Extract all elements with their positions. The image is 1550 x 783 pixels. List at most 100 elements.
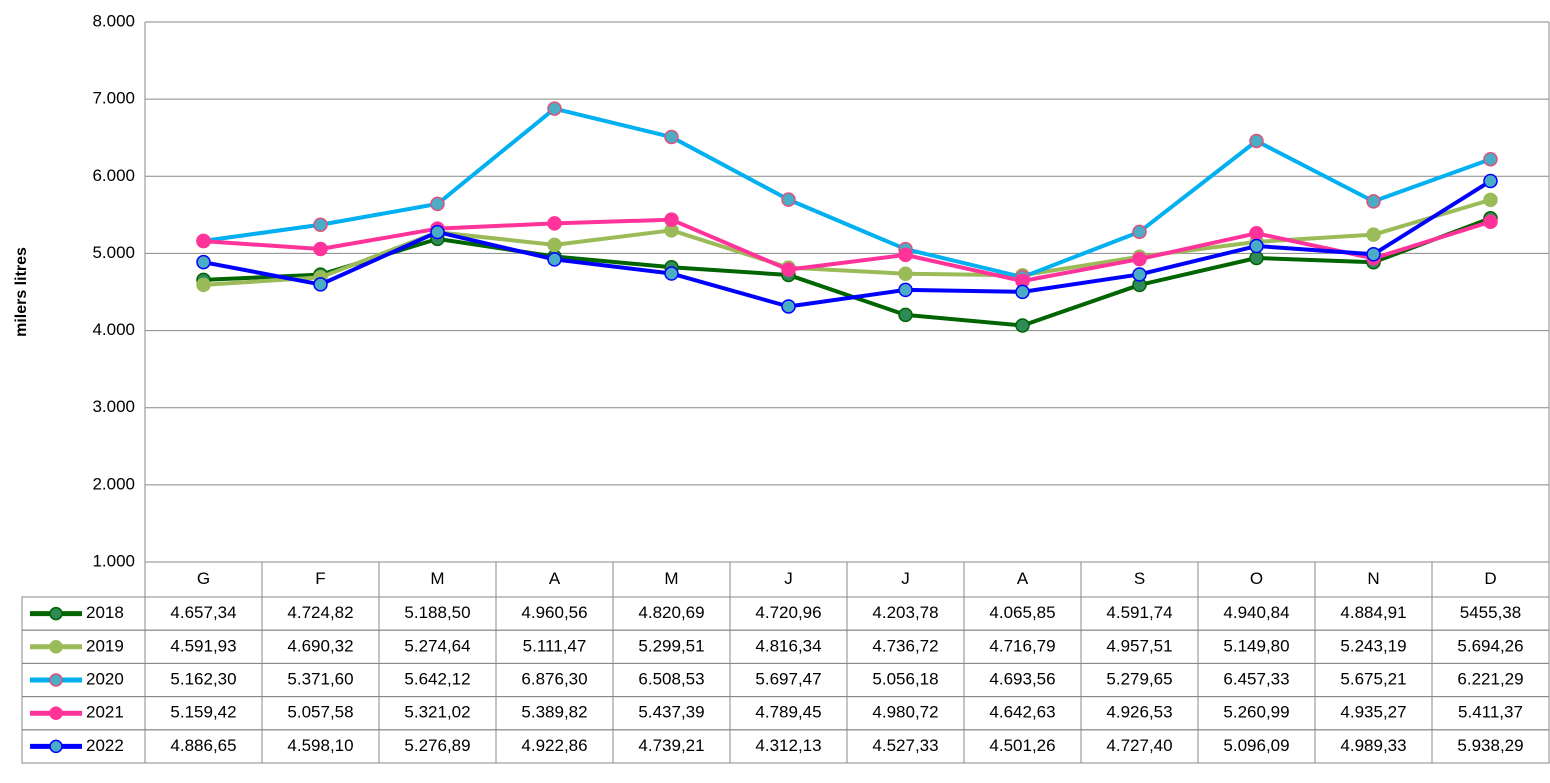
table-value: 4.591,74 <box>1106 603 1172 622</box>
table-value: 5.371,60 <box>287 669 353 688</box>
y-tick-label: 8.000 <box>92 11 135 30</box>
y-tick-label: 3.000 <box>92 397 135 416</box>
series-marker <box>898 307 913 323</box>
series-marker <box>1015 318 1030 333</box>
table-value: 4.716,79 <box>989 636 1055 655</box>
table-value: 5.057,58 <box>287 703 353 722</box>
table-value: 4.816,34 <box>755 636 821 655</box>
series-line <box>203 217 1492 283</box>
series-line <box>203 179 1492 309</box>
legend-label: 2018 <box>86 603 124 622</box>
series-marker <box>1483 173 1498 189</box>
table-value: 4.690,32 <box>287 636 353 655</box>
series-marker <box>1132 251 1147 267</box>
table-value: 5.642,12 <box>404 669 470 688</box>
legend-marker <box>49 606 63 621</box>
y-tick-label: 6.000 <box>92 166 135 185</box>
table-value: 4.065,85 <box>989 603 1055 622</box>
table-value: 5.274,64 <box>404 636 470 655</box>
table-value: 4.935,27 <box>1340 703 1406 722</box>
table-value: 4.980,72 <box>872 703 938 722</box>
series-marker <box>1366 194 1381 209</box>
category-label: S <box>1134 569 1145 588</box>
legend-marker <box>49 673 63 687</box>
table-value: 5.276,89 <box>404 736 470 755</box>
series-marker <box>898 247 913 263</box>
series-marker <box>781 299 796 314</box>
series-marker <box>898 266 913 281</box>
table-value: 4.922,86 <box>521 736 587 755</box>
table-value: 4.736,72 <box>872 636 938 655</box>
series-marker <box>1249 226 1264 241</box>
y-tick-label: 4.000 <box>92 320 135 339</box>
series-marker <box>196 233 211 249</box>
category-label: N <box>1367 569 1379 588</box>
legend-label: 2021 <box>86 703 124 722</box>
table-value: 4.884,91 <box>1340 603 1406 622</box>
table-value: 5.159,42 <box>170 703 236 722</box>
table-value: 4.926,53 <box>1106 703 1172 722</box>
table-value: 5.938,29 <box>1457 736 1523 755</box>
legend-label: 2019 <box>86 636 124 655</box>
category-label: F <box>315 569 325 588</box>
table-value: 4.693,56 <box>989 669 1055 688</box>
table-value: 5.437,39 <box>638 703 704 722</box>
table-value: 6.221,29 <box>1457 669 1523 688</box>
series-marker <box>898 282 913 298</box>
y-axis-label: milers litres <box>13 247 30 337</box>
series-marker <box>1483 192 1498 208</box>
table-value: 5.149,80 <box>1223 636 1289 655</box>
series-marker <box>547 101 562 116</box>
category-label: G <box>197 569 210 588</box>
series-marker <box>664 266 679 281</box>
series-marker <box>1249 250 1264 266</box>
table-value: 4.720,96 <box>755 603 821 622</box>
series-marker <box>1249 133 1264 149</box>
series-marker <box>1366 227 1381 242</box>
category-label: M <box>430 569 444 588</box>
series-marker <box>547 237 562 253</box>
series-marker <box>196 277 211 293</box>
table-value: 6.508,53 <box>638 669 704 688</box>
series-marker <box>1015 284 1030 300</box>
category-label: M <box>664 569 678 588</box>
table-value: 5.389,82 <box>521 703 587 722</box>
table-value: 4.591,93 <box>170 636 236 655</box>
series-marker <box>430 196 445 212</box>
series-line <box>203 216 1492 328</box>
table-value: 5.675,21 <box>1340 669 1406 688</box>
table-value: 4.727,40 <box>1106 736 1172 755</box>
legend-label: 2022 <box>86 736 124 755</box>
y-tick-label: 1.000 <box>92 551 135 570</box>
table-value: 4.957,51 <box>1106 636 1172 655</box>
legend-marker <box>49 706 63 720</box>
series-marker <box>664 129 679 145</box>
y-tick-label: 7.000 <box>92 89 135 108</box>
table-value: 5.260,99 <box>1223 703 1289 722</box>
legend-marker <box>49 739 63 754</box>
table-value: 5.697,47 <box>755 669 821 688</box>
category-label: J <box>901 569 910 588</box>
table-value: 5.111,47 <box>523 636 587 655</box>
y-tick-label: 2.000 <box>92 474 135 493</box>
table-value: 5.096,09 <box>1223 736 1289 755</box>
table-value: 4.642,63 <box>989 703 1055 722</box>
series-marker <box>1366 247 1381 262</box>
category-label: O <box>1250 569 1263 588</box>
y-tick-label: 5.000 <box>92 243 135 262</box>
series-marker <box>196 254 211 270</box>
table-value: 4.739,21 <box>638 736 704 755</box>
series-line <box>203 106 1492 280</box>
category-label: A <box>549 569 561 588</box>
series-marker <box>1132 267 1147 282</box>
table-value: 4.789,45 <box>755 703 821 722</box>
series-marker <box>781 262 796 277</box>
table-value: 5.243,19 <box>1340 636 1406 655</box>
series-marker <box>1483 151 1498 167</box>
table-value: 5.411,37 <box>1458 703 1523 722</box>
table-cell <box>1431 729 1550 764</box>
table-value: 4.598,10 <box>287 736 353 755</box>
table-value: 5.299,51 <box>638 636 704 655</box>
